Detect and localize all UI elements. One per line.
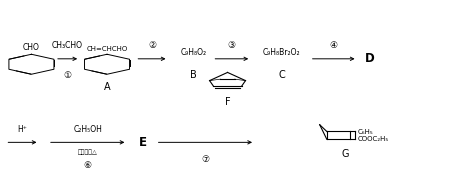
Text: ⑦: ⑦ (201, 155, 210, 164)
Text: 浓确酸，△: 浓确酸，△ (78, 150, 98, 155)
Text: B: B (190, 70, 197, 80)
Text: CH₃CHO: CH₃CHO (52, 41, 83, 50)
Text: ③: ③ (228, 41, 236, 50)
Text: F: F (225, 97, 230, 107)
Text: COOC₂H₅: COOC₂H₅ (357, 136, 389, 142)
Text: ②: ② (148, 41, 156, 50)
Text: A: A (104, 81, 110, 92)
Text: ⑥: ⑥ (83, 161, 91, 170)
Text: CH=CHCHO: CH=CHCHO (86, 46, 128, 53)
Text: D: D (365, 52, 374, 65)
Text: C₆H₅: C₆H₅ (357, 129, 373, 135)
Text: E: E (138, 136, 146, 149)
Text: ④: ④ (330, 41, 338, 50)
Text: G: G (342, 149, 349, 159)
Text: C₂H₅OH: C₂H₅OH (73, 125, 102, 134)
Text: C₉H₈Br₂O₂: C₉H₈Br₂O₂ (263, 48, 300, 57)
Text: C₉H₈O₂: C₉H₈O₂ (181, 48, 207, 57)
Text: CHO: CHO (23, 43, 40, 53)
Text: H⁺: H⁺ (18, 125, 27, 134)
Text: ①: ① (63, 71, 72, 80)
Text: C: C (278, 70, 285, 80)
